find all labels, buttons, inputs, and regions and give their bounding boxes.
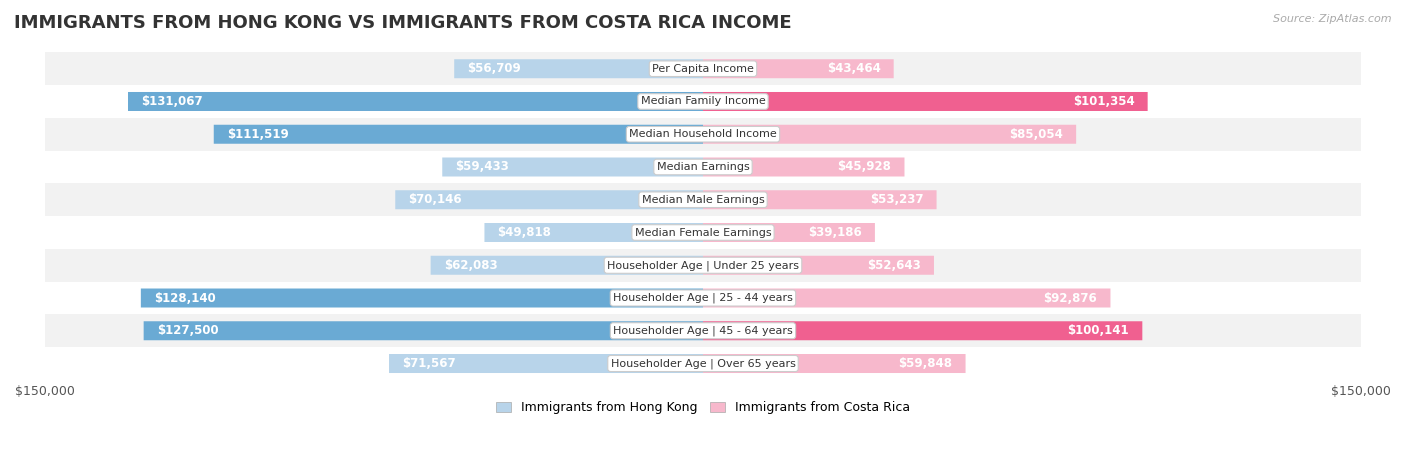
Text: $85,054: $85,054 (1010, 128, 1063, 141)
Bar (45, 282, 1361, 314)
FancyBboxPatch shape (141, 289, 703, 307)
Bar (45, 314, 1361, 347)
Text: $53,237: $53,237 (870, 193, 924, 206)
FancyBboxPatch shape (703, 321, 1142, 340)
Bar (45, 151, 1361, 184)
Text: $59,433: $59,433 (456, 161, 509, 174)
FancyBboxPatch shape (214, 125, 703, 144)
FancyBboxPatch shape (389, 354, 703, 373)
FancyBboxPatch shape (443, 157, 703, 177)
Text: Householder Age | 45 - 64 years: Householder Age | 45 - 64 years (613, 325, 793, 336)
FancyBboxPatch shape (485, 223, 703, 242)
Text: $62,083: $62,083 (444, 259, 498, 272)
Text: $45,928: $45,928 (838, 161, 891, 174)
Text: $101,354: $101,354 (1073, 95, 1135, 108)
Text: $59,848: $59,848 (898, 357, 952, 370)
FancyBboxPatch shape (430, 256, 703, 275)
FancyBboxPatch shape (128, 92, 703, 111)
FancyBboxPatch shape (703, 59, 894, 78)
Text: Median Male Earnings: Median Male Earnings (641, 195, 765, 205)
FancyBboxPatch shape (454, 59, 703, 78)
Text: Per Capita Income: Per Capita Income (652, 64, 754, 74)
FancyBboxPatch shape (395, 190, 703, 209)
Text: $39,186: $39,186 (808, 226, 862, 239)
Text: $56,709: $56,709 (467, 62, 522, 75)
Text: Householder Age | 25 - 44 years: Householder Age | 25 - 44 years (613, 293, 793, 303)
FancyBboxPatch shape (703, 354, 966, 373)
FancyBboxPatch shape (143, 321, 703, 340)
FancyBboxPatch shape (703, 223, 875, 242)
Bar (45, 118, 1361, 151)
Text: $52,643: $52,643 (868, 259, 921, 272)
Text: $70,146: $70,146 (408, 193, 463, 206)
Text: Householder Age | Under 25 years: Householder Age | Under 25 years (607, 260, 799, 270)
Text: Median Family Income: Median Family Income (641, 97, 765, 106)
Bar (45, 85, 1361, 118)
Bar (45, 249, 1361, 282)
FancyBboxPatch shape (703, 289, 1111, 307)
Bar (45, 216, 1361, 249)
Text: $128,140: $128,140 (155, 291, 215, 304)
Legend: Immigrants from Hong Kong, Immigrants from Costa Rica: Immigrants from Hong Kong, Immigrants fr… (491, 396, 915, 419)
Text: Source: ZipAtlas.com: Source: ZipAtlas.com (1274, 14, 1392, 24)
Text: $111,519: $111,519 (226, 128, 288, 141)
FancyBboxPatch shape (703, 125, 1076, 144)
Text: $43,464: $43,464 (827, 62, 880, 75)
Text: Median Household Income: Median Household Income (628, 129, 778, 139)
FancyBboxPatch shape (703, 256, 934, 275)
Text: Median Earnings: Median Earnings (657, 162, 749, 172)
Text: $127,500: $127,500 (157, 324, 218, 337)
Text: $131,067: $131,067 (141, 95, 202, 108)
Text: Median Female Earnings: Median Female Earnings (634, 227, 772, 238)
Bar (45, 347, 1361, 380)
FancyBboxPatch shape (703, 92, 1147, 111)
Text: IMMIGRANTS FROM HONG KONG VS IMMIGRANTS FROM COSTA RICA INCOME: IMMIGRANTS FROM HONG KONG VS IMMIGRANTS … (14, 14, 792, 32)
Text: $92,876: $92,876 (1043, 291, 1097, 304)
Text: Householder Age | Over 65 years: Householder Age | Over 65 years (610, 358, 796, 369)
Bar (45, 52, 1361, 85)
FancyBboxPatch shape (703, 190, 936, 209)
Text: $100,141: $100,141 (1067, 324, 1129, 337)
Text: $49,818: $49,818 (498, 226, 551, 239)
FancyBboxPatch shape (703, 157, 904, 177)
Text: $71,567: $71,567 (402, 357, 456, 370)
Bar (45, 184, 1361, 216)
